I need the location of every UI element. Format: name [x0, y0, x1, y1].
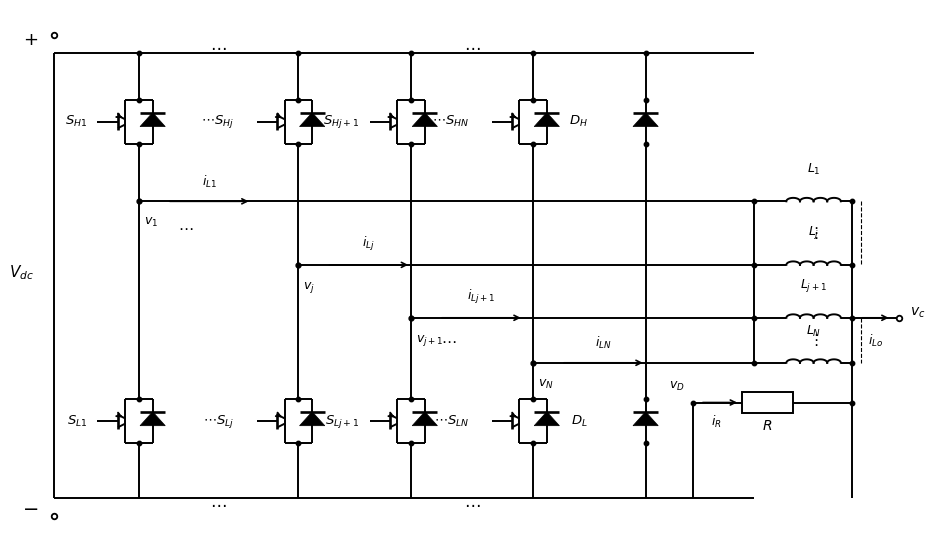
Text: $L_{j+1}$: $L_{j+1}$ — [801, 277, 827, 294]
Polygon shape — [534, 412, 560, 426]
Text: $S_{Lj+1}$: $S_{Lj+1}$ — [325, 412, 360, 430]
Text: $L_j$: $L_j$ — [808, 224, 819, 241]
Text: $i_{LN}$: $i_{LN}$ — [595, 335, 612, 351]
Text: $D_L$: $D_L$ — [570, 414, 587, 429]
Bar — [742, 393, 793, 412]
Text: $\vdots$: $\vdots$ — [808, 332, 818, 348]
Text: $D_H$: $D_H$ — [568, 114, 587, 129]
Text: $S_{L1}$: $S_{L1}$ — [67, 414, 87, 429]
Text: $S_{H1}$: $S_{H1}$ — [65, 114, 87, 129]
Text: $i_{Lo}$: $i_{Lo}$ — [868, 333, 884, 349]
Text: $R$: $R$ — [763, 419, 773, 433]
Text: $\cdots S_{LN}$: $\cdots S_{LN}$ — [433, 414, 469, 429]
Text: $\cdots$: $\cdots$ — [441, 333, 456, 348]
Text: $v_D$: $v_D$ — [669, 380, 685, 393]
Polygon shape — [633, 412, 658, 426]
Polygon shape — [140, 112, 165, 127]
Text: $i_{Lj+1}$: $i_{Lj+1}$ — [467, 288, 496, 306]
Text: +: + — [24, 31, 39, 49]
Polygon shape — [299, 112, 325, 127]
Text: $L_N$: $L_N$ — [806, 324, 821, 339]
Text: $\cdots$: $\cdots$ — [464, 495, 480, 513]
Text: $\cdots S_{Lj}$: $\cdots S_{Lj}$ — [203, 412, 234, 430]
Polygon shape — [534, 112, 560, 127]
Text: $\cdots$: $\cdots$ — [464, 38, 480, 56]
Polygon shape — [299, 412, 325, 426]
Text: $v_1$: $v_1$ — [143, 216, 158, 229]
Polygon shape — [633, 112, 658, 127]
Text: $i_{Lj}$: $i_{Lj}$ — [362, 235, 375, 253]
Polygon shape — [413, 112, 437, 127]
Text: −: − — [23, 500, 39, 519]
Polygon shape — [140, 412, 165, 426]
Text: $\vdots$: $\vdots$ — [808, 225, 818, 241]
Text: $v_j$: $v_j$ — [303, 280, 315, 295]
Text: $v_c$: $v_c$ — [910, 305, 926, 320]
Text: $V_{dc}$: $V_{dc}$ — [9, 263, 34, 282]
Text: $i_{L1}$: $i_{L1}$ — [202, 173, 217, 190]
Text: $\cdots S_{HN}$: $\cdots S_{HN}$ — [431, 114, 469, 129]
Text: $\cdots S_{Hj}$: $\cdots S_{Hj}$ — [201, 113, 234, 131]
Text: $L_1$: $L_1$ — [807, 163, 820, 178]
Text: $S_{Hj+1}$: $S_{Hj+1}$ — [323, 113, 360, 131]
Text: $v_N$: $v_N$ — [538, 378, 553, 391]
Text: $v_{j+1}$: $v_{j+1}$ — [415, 333, 443, 348]
Text: $\cdots$: $\cdots$ — [178, 220, 194, 235]
Text: $\cdots$: $\cdots$ — [211, 495, 227, 513]
Polygon shape — [413, 412, 437, 426]
Text: $i_R$: $i_R$ — [711, 414, 721, 430]
Text: $\cdots$: $\cdots$ — [211, 38, 227, 56]
